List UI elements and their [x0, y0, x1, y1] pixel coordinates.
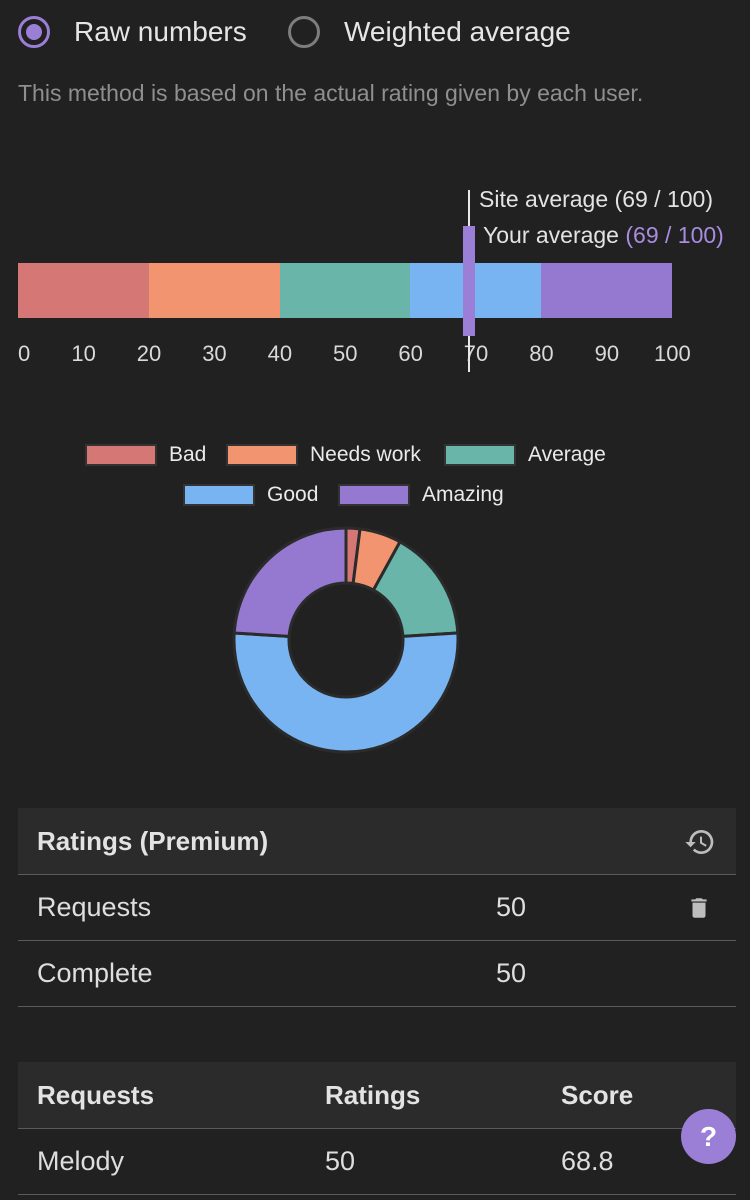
column-header-requests[interactable]: Requests	[37, 1079, 155, 1110]
radio-checked-icon	[18, 16, 50, 48]
legend-item-bad[interactable]: Bad	[85, 443, 206, 467]
cell-ratings: 50	[325, 1146, 356, 1176]
tick-label: 50	[333, 341, 358, 366]
tick-label: 60	[398, 341, 423, 366]
ratings-premium-header: Ratings (Premium)	[18, 808, 736, 875]
legend-item-good[interactable]: Good	[183, 483, 318, 507]
cell-score: 68.8	[561, 1146, 614, 1176]
legend-swatch	[226, 444, 298, 466]
legend-item-amazing[interactable]: Amazing	[338, 483, 504, 507]
cell-request: Melody	[37, 1146, 125, 1176]
your-average-prefix: Your average	[483, 222, 619, 248]
tick-label: 20	[136, 341, 162, 366]
range-segment	[541, 263, 672, 318]
range-segment	[18, 263, 149, 318]
radio-label: Weighted average	[344, 16, 571, 47]
legend-label: Good	[267, 483, 319, 506]
table-row: Complete 50	[18, 941, 736, 1007]
range-segment	[148, 263, 280, 318]
row-value: 50	[496, 892, 527, 922]
rating-donut-chart	[232, 526, 460, 754]
your-average-value: (69 / 100)	[625, 222, 724, 248]
legend-label: Bad	[169, 443, 207, 466]
tick-label: 100	[654, 341, 691, 366]
range-segment	[279, 263, 411, 318]
trash-icon[interactable]	[686, 893, 712, 923]
legend-swatch	[444, 444, 516, 466]
method-description: This method is based on the actual ratin…	[18, 80, 644, 106]
tick-label: 70	[463, 341, 489, 366]
row-label: Complete	[37, 958, 153, 988]
tick-label: 30	[202, 341, 227, 366]
tick-label: 40	[267, 341, 293, 366]
rating-range-bar	[18, 263, 672, 318]
radio-unchecked-icon	[288, 16, 320, 48]
table-row[interactable]: Melody 50 68.8	[18, 1129, 736, 1195]
table-row: Requests 50	[18, 875, 736, 941]
ratings-premium-table: Ratings (Premium) Requests 50 Complete 5…	[18, 808, 736, 1007]
range-segment	[410, 263, 542, 318]
help-button[interactable]: ?	[681, 1109, 736, 1164]
legend-label: Amazing	[422, 483, 504, 506]
row-value: 50	[496, 958, 527, 988]
requests-table-header: Requests Ratings Score	[18, 1062, 736, 1129]
site-average-label: Site average (69 / 100)	[479, 186, 713, 212]
legend-label: Needs work	[310, 443, 421, 466]
column-header-score[interactable]: Score	[561, 1079, 634, 1110]
radio-raw-numbers[interactable]: Raw numbers	[18, 12, 247, 52]
your-average-marker	[463, 226, 476, 336]
legend-item-average[interactable]: Average	[444, 443, 606, 467]
legend-label: Average	[528, 443, 606, 466]
your-average-label: Your average (69 / 100)	[483, 222, 724, 249]
legend-swatch	[338, 484, 410, 506]
legend-item-needs-work[interactable]: Needs work	[226, 443, 421, 467]
history-icon[interactable]	[683, 826, 717, 858]
ratings-premium-title: Ratings (Premium)	[37, 825, 269, 856]
tick-label: 0	[18, 341, 31, 366]
radio-label: Raw numbers	[74, 16, 247, 47]
tick-label: 10	[71, 341, 96, 366]
tick-label: 80	[529, 341, 554, 366]
legend-swatch	[85, 444, 157, 466]
radio-weighted-average[interactable]: Weighted average	[288, 12, 571, 52]
column-header-ratings[interactable]: Ratings	[325, 1079, 421, 1110]
requests-table: Requests Ratings Score Melody 50 68.8	[18, 1062, 736, 1195]
row-label: Requests	[37, 892, 152, 922]
tick-label: 90	[594, 341, 620, 366]
donut-slice-good[interactable]	[232, 631, 460, 754]
legend-swatch	[183, 484, 255, 506]
donut-slice-amazing[interactable]	[232, 526, 348, 639]
